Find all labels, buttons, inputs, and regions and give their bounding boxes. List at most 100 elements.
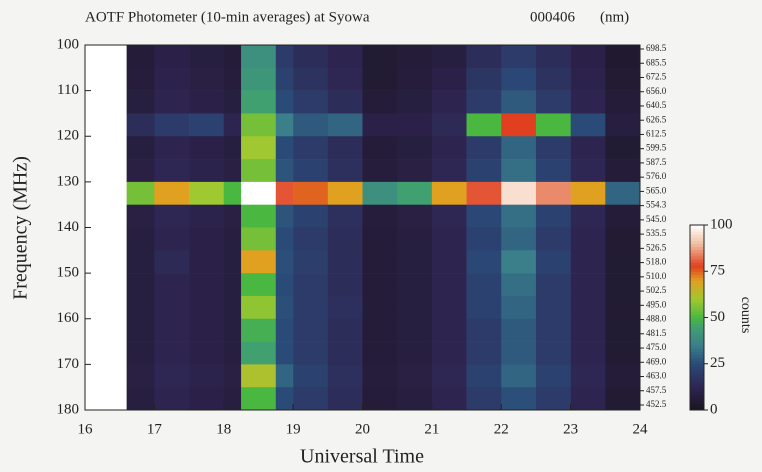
heatmap-cell [293, 387, 328, 410]
heatmap-cell [127, 91, 155, 114]
y2-tick-label: 452.5 [646, 399, 667, 409]
heatmap-cell [154, 182, 189, 205]
y2-tick-label: 463.0 [646, 371, 667, 381]
colorbar-tick-label: 50 [710, 309, 725, 325]
heatmap-cell [467, 91, 502, 114]
heatmap-cell [241, 296, 276, 319]
heatmap-cell [328, 45, 363, 68]
heatmap-cell [501, 387, 536, 410]
heatmap-cell [501, 91, 536, 114]
heatmap-cell [501, 296, 536, 319]
heatmap-cell [189, 342, 224, 365]
colorbar-segment [690, 228, 704, 232]
heatmap-cell [536, 136, 571, 159]
heatmap-cell [224, 364, 242, 387]
heatmap-cell [154, 45, 189, 68]
colorbar-segment [690, 262, 704, 266]
heatmap-cell [127, 387, 155, 410]
heatmap-cell [363, 205, 398, 228]
heatmap-cell [154, 205, 189, 228]
y-tick-label: 170 [57, 356, 80, 372]
heatmap-cell [276, 68, 294, 91]
chart-title: AOTF Photometer (10-min averages) at Syo… [85, 9, 370, 25]
colorbar-segment [690, 364, 704, 368]
heatmap-cell [467, 296, 502, 319]
heatmap-cell [276, 387, 294, 410]
y2-tick-label: 502.5 [646, 285, 667, 295]
heatmap-cell [536, 45, 571, 68]
colorbar-segment [690, 281, 704, 285]
colorbar-segment [690, 382, 704, 386]
heatmap-cell [127, 113, 155, 136]
heatmap-cell [241, 228, 276, 251]
heatmap-cell [605, 68, 640, 91]
colorbar-segment [690, 290, 704, 294]
y-tick-label: 150 [57, 265, 80, 281]
colorbar-segment [690, 265, 704, 269]
colorbar-segment [690, 395, 704, 399]
heatmap-cell [293, 136, 328, 159]
heatmap-cell [328, 68, 363, 91]
heatmap-cell [189, 68, 224, 91]
y-tick-label: 160 [57, 310, 80, 326]
heatmap-cell [605, 113, 640, 136]
heatmap-cell [241, 136, 276, 159]
heatmap-cell [224, 342, 242, 365]
heatmap-cell [432, 319, 467, 342]
y2-tick-label: 475.0 [646, 342, 667, 352]
heatmap-cell [397, 342, 432, 365]
x-tick-label: 23 [563, 421, 578, 437]
x-tick-label: 20 [355, 421, 370, 437]
heatmap-cell [536, 364, 571, 387]
colorbar-segment [690, 240, 704, 244]
heatmap-cell [276, 91, 294, 114]
heatmap-cell [241, 91, 276, 114]
heatmap-cell [154, 296, 189, 319]
heatmap-cell [605, 387, 640, 410]
heatmap-cell [467, 228, 502, 251]
heatmap-cell [397, 113, 432, 136]
heatmap-cell [432, 136, 467, 159]
heatmap-cell [571, 364, 606, 387]
heatmap-cell [501, 182, 536, 205]
y2-tick-label: 526.5 [646, 242, 667, 252]
heatmap-cell [127, 159, 155, 182]
colorbar-segment [690, 287, 704, 291]
heatmap-cell [501, 319, 536, 342]
y-tick-label: 180 [57, 401, 80, 417]
heatmap-cell [571, 273, 606, 296]
y2-tick-label: 488.0 [646, 314, 667, 324]
y2-tick-label: 656.0 [646, 86, 667, 96]
heatmap-cell [293, 342, 328, 365]
heatmap-cell [189, 387, 224, 410]
heatmap-cell [536, 68, 571, 91]
heatmap-cell [224, 45, 242, 68]
heatmap-cell [432, 45, 467, 68]
heatmap-cell [363, 319, 398, 342]
heatmap-cell [397, 68, 432, 91]
heatmap-cell [467, 319, 502, 342]
heatmap-cell [363, 68, 398, 91]
heatmap-cell [293, 113, 328, 136]
heatmap-cell [276, 136, 294, 159]
y2-tick-label: 554.3 [646, 200, 667, 210]
colorbar-segment [690, 336, 704, 340]
heatmap-cell [536, 205, 571, 228]
heatmap-cell [363, 159, 398, 182]
heatmap-cell [363, 91, 398, 114]
x-axis-label: Universal Time [300, 446, 424, 468]
heatmap-cell [571, 250, 606, 273]
heatmap-cell [432, 228, 467, 251]
colorbar-segment [690, 256, 704, 260]
heatmap-cell [536, 319, 571, 342]
colorbar-segment [690, 321, 704, 325]
colorbar-segment [690, 370, 704, 374]
heatmap-cell [224, 159, 242, 182]
heatmap-cell [276, 296, 294, 319]
heatmap-cell [154, 250, 189, 273]
heatmap-cell [189, 205, 224, 228]
y-axis-label: Frequency (MHz) [10, 156, 32, 300]
heatmap-cell [571, 113, 606, 136]
heatmap-cell [571, 45, 606, 68]
heatmap-cell [189, 91, 224, 114]
